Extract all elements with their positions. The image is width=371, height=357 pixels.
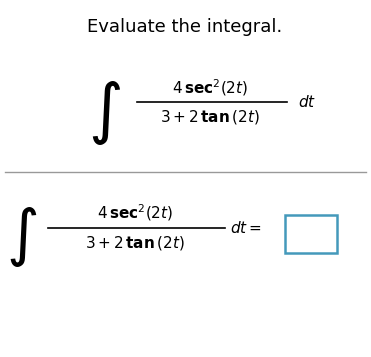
Text: $3 + 2\,\mathbf{tan}\,(2t)$: $3 + 2\,\mathbf{tan}\,(2t)$ bbox=[85, 234, 185, 252]
Text: $\int$: $\int$ bbox=[89, 79, 122, 147]
Text: $dt =$: $dt =$ bbox=[230, 220, 262, 236]
Text: Evaluate the integral.: Evaluate the integral. bbox=[88, 18, 283, 36]
Text: $dt$: $dt$ bbox=[298, 94, 316, 110]
Text: $4\,\mathbf{sec}^{2}(2t)$: $4\,\mathbf{sec}^{2}(2t)$ bbox=[172, 78, 248, 98]
Text: $4\,\mathbf{sec}^{2}(2t)$: $4\,\mathbf{sec}^{2}(2t)$ bbox=[97, 203, 173, 223]
Bar bbox=[285, 215, 337, 253]
Text: $3 + 2\,\mathbf{tan}\,(2t)$: $3 + 2\,\mathbf{tan}\,(2t)$ bbox=[160, 108, 260, 126]
Text: $\int$: $\int$ bbox=[6, 205, 37, 269]
